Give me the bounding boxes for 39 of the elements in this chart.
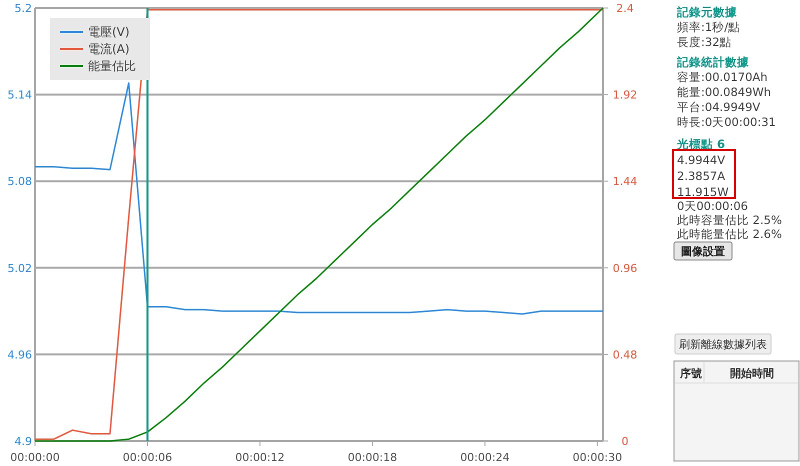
y-tick-label: 4.9 (14, 435, 32, 448)
y2-tick-label: 0 (622, 435, 628, 448)
legend-label: 能量估比 (88, 59, 136, 73)
y2-tick-label: 1.92 (612, 88, 638, 102)
text: 頻率:1秒/點 (677, 20, 740, 34)
y-tick-label: 5.08 (8, 175, 32, 188)
text: 序號 (679, 367, 702, 380)
text: 容量:00.0170Ah (677, 70, 768, 84)
y-tick-label: 5.02 (8, 262, 32, 275)
x-tick-label: 00:00:30 (572, 451, 622, 464)
text: 2.3857A (677, 169, 726, 183)
text: 此時容量估比 2.5% (677, 213, 782, 227)
x-tick-label: 00:00:24 (460, 451, 510, 464)
x-tick-label: 00:00:00 (10, 451, 60, 464)
text: 能量:00.0849Wh (677, 85, 772, 99)
y2-tick-label: 2.4 (616, 2, 634, 15)
x-tick-label: 00:00:18 (348, 451, 398, 464)
y-tick-label: 4.96 (8, 348, 32, 362)
y2-tick-label: 0.96 (612, 262, 638, 275)
text: 長度:32點 (677, 35, 732, 49)
legend-label: 電流(A) (88, 42, 130, 56)
text: 0天00:00:06 (677, 199, 748, 213)
text: 此時能量估比 2.6% (677, 227, 782, 241)
x-tick-label: 00:00:12 (235, 451, 285, 464)
text: 4.9944V (677, 153, 726, 167)
y-tick-label: 5.2 (14, 2, 32, 15)
text: 圖像設置 (681, 245, 725, 258)
text: 記錄元數據 (676, 5, 738, 19)
text: 11.915W (677, 185, 729, 199)
text: 記錄統計數據 (676, 55, 750, 69)
y2-tick-label: 0.48 (612, 348, 638, 362)
x-tick-label: 00:00:06 (122, 451, 172, 464)
y-tick-label: 5.14 (8, 88, 32, 102)
text: 開始時間 (730, 367, 774, 380)
text: 平台:04.9949V (677, 100, 760, 114)
y2-tick-label: 1.44 (612, 175, 638, 188)
text: 時長:0天00:00:31 (677, 115, 776, 129)
text: 刷新離線數據列表 (679, 338, 767, 351)
legend-label: 電壓(V) (88, 25, 130, 39)
